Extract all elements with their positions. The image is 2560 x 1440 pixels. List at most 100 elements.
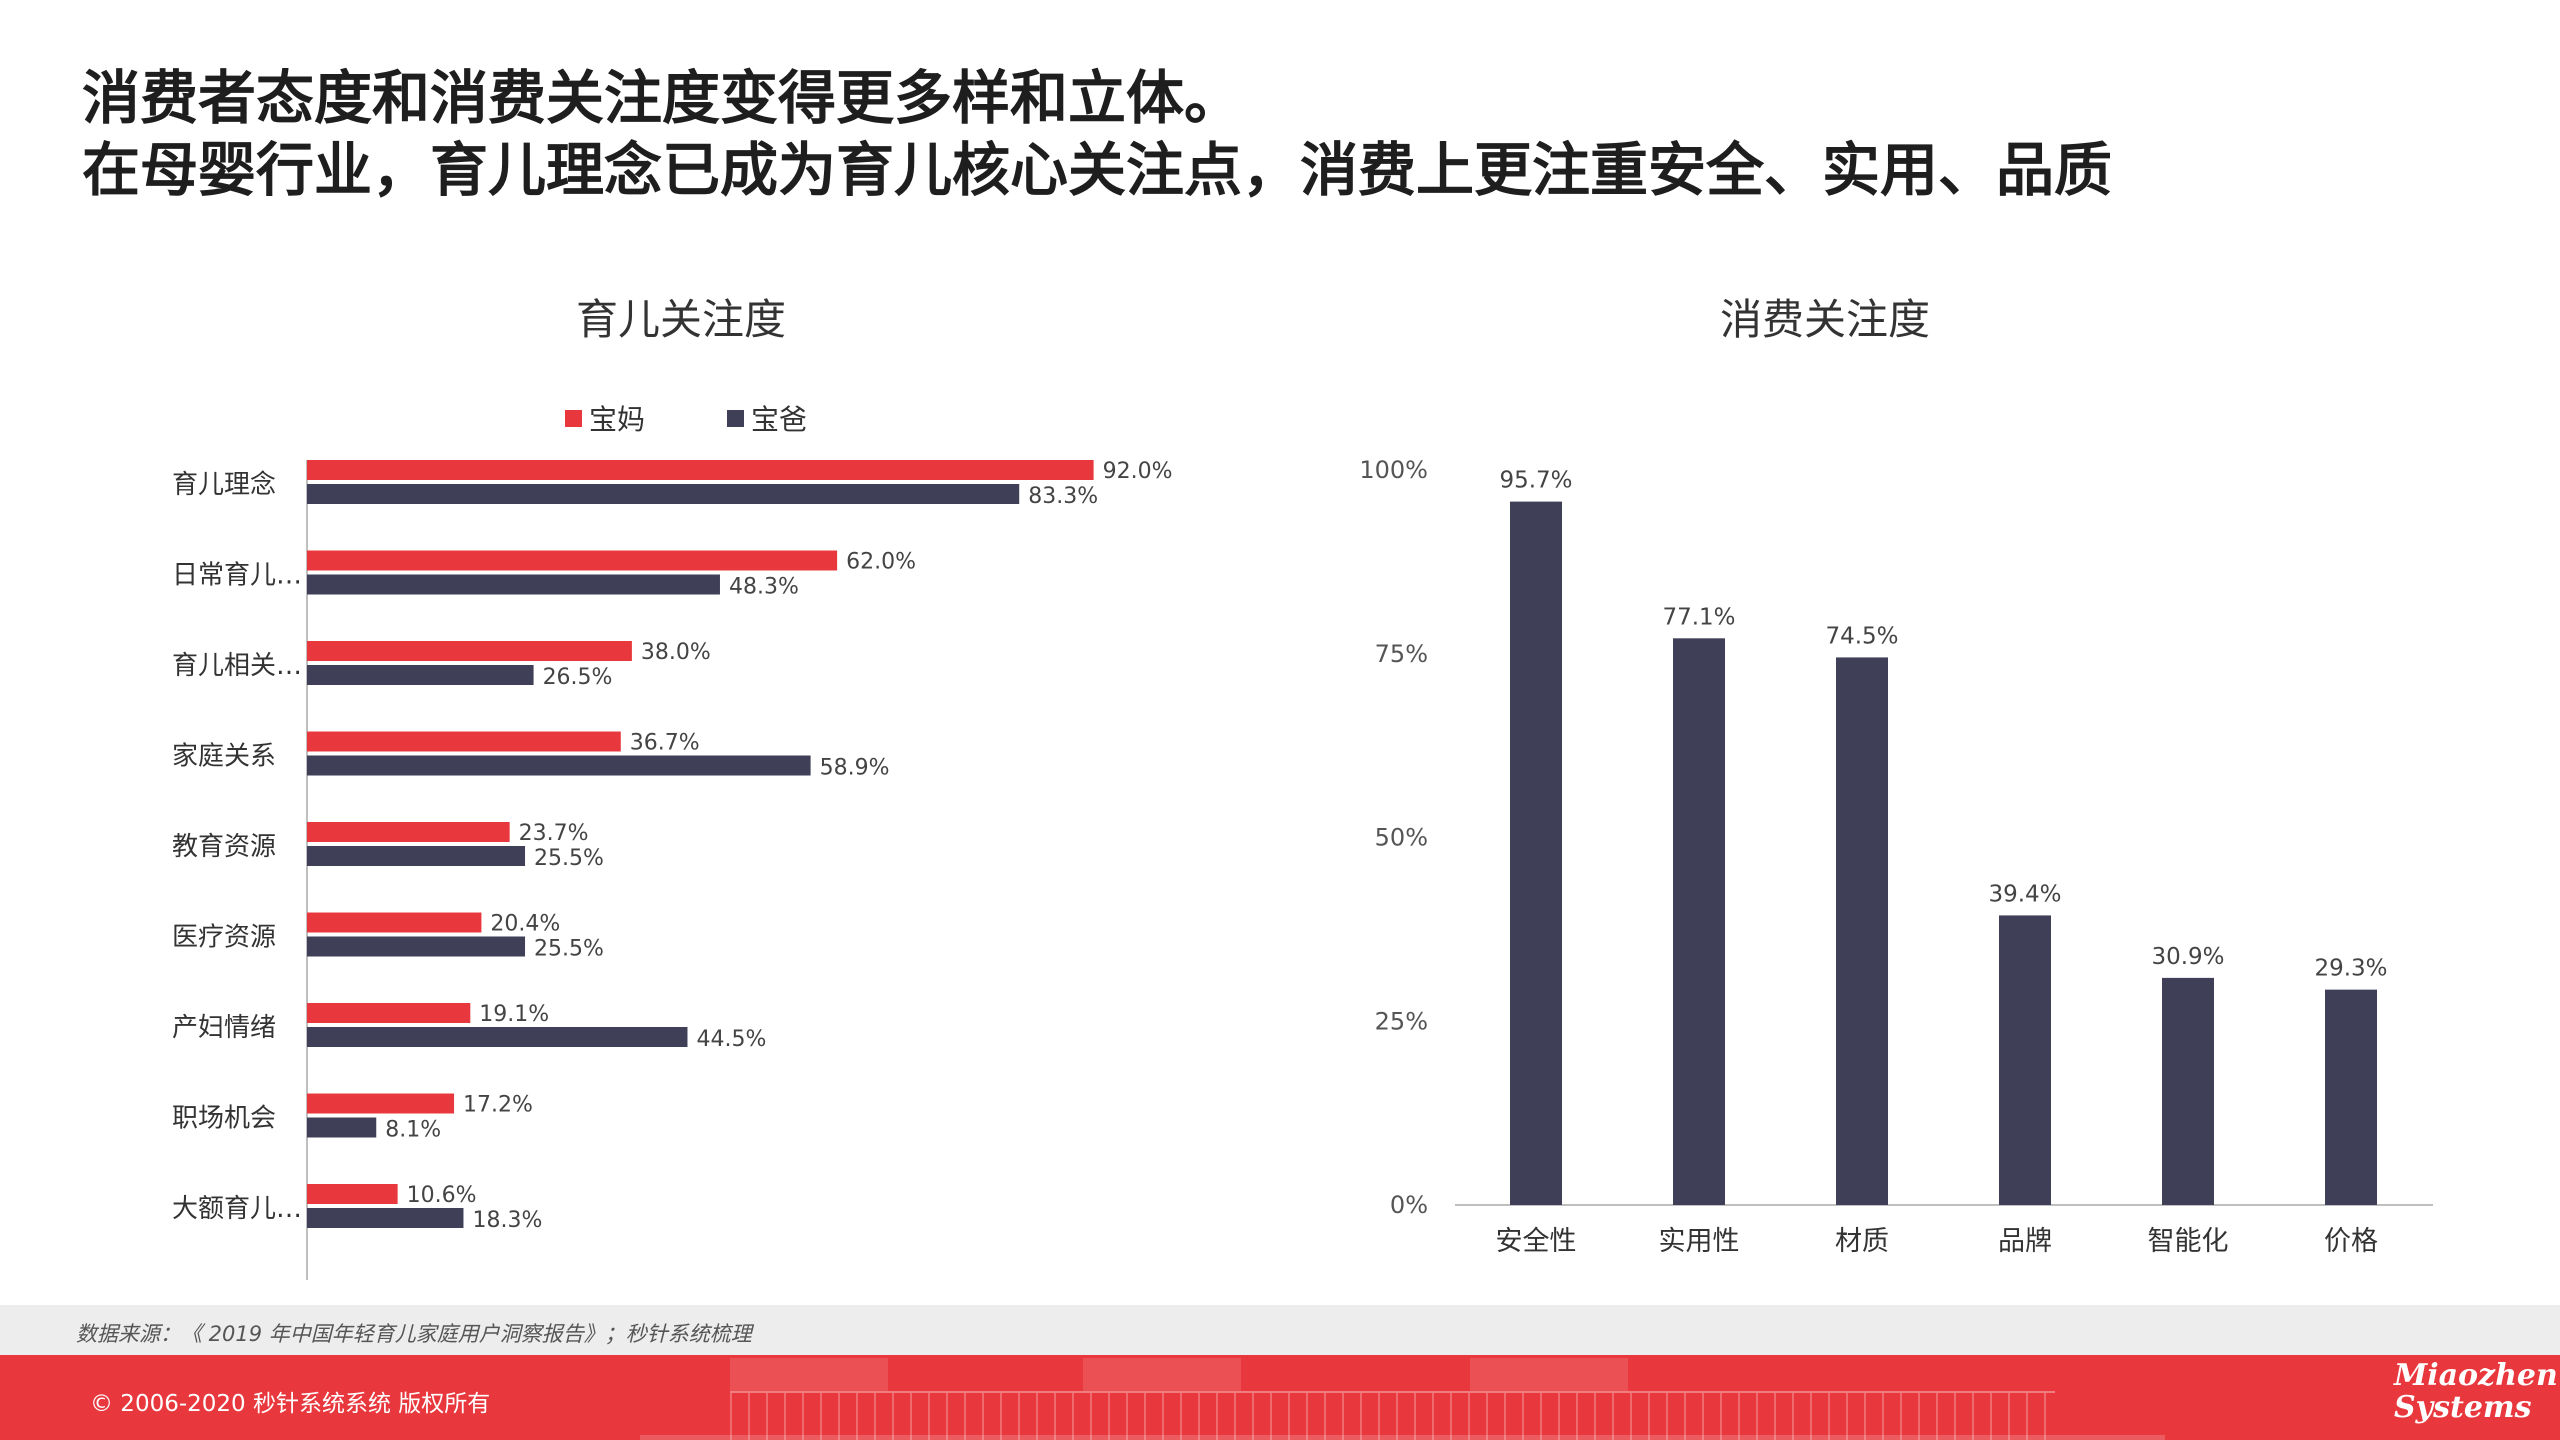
footer-deco-tick [766, 1393, 768, 1440]
footer-deco-tick [1234, 1393, 1236, 1440]
x-tick-label: 品牌 [1998, 1226, 2052, 1257]
data-label-dad: 25.5% [534, 846, 604, 871]
footer-deco-tick [1684, 1393, 1686, 1440]
category-label: 日常育儿… [172, 561, 302, 591]
legend-label-dad: 宝爸 [751, 403, 807, 436]
footer-deco-tick [2026, 1393, 2028, 1440]
bar-dad [307, 936, 526, 957]
footer-deco-tick [838, 1393, 840, 1440]
legend-swatch-mom [565, 410, 582, 427]
footer-deco-tick [1108, 1393, 1110, 1440]
footer-deco-tick [1090, 1393, 1092, 1440]
footer-deco-tick [1954, 1393, 1956, 1440]
bar-consumption [2325, 989, 2377, 1205]
bar-consumption [1836, 657, 1888, 1205]
footer-deco-block [1083, 1358, 1241, 1391]
footer-deco-tick [1594, 1393, 1596, 1440]
bar-mom [307, 1093, 455, 1114]
footer-deco-tick [1288, 1393, 1290, 1440]
category-label: 产妇情绪 [172, 1013, 276, 1043]
legend-swatch-dad [727, 410, 744, 427]
left-chart-title: 育儿关注度 [576, 295, 787, 344]
bar-dad [307, 1027, 688, 1047]
data-label: 74.5% [1825, 623, 1898, 649]
category-label: 职场机会 [172, 1104, 276, 1134]
footer-deco-tick [1198, 1393, 1200, 1440]
bar-dad [307, 1208, 464, 1228]
footer-deco-tick [1432, 1393, 1434, 1440]
bar-mom [307, 822, 510, 842]
bar-consumption [1673, 638, 1725, 1205]
data-label: 39.4% [1988, 881, 2061, 907]
footer-deco-tick [1810, 1393, 1812, 1440]
bar-mom [307, 912, 482, 933]
footer-deco-tick [1216, 1393, 1218, 1440]
footer-deco-tick [1270, 1393, 1272, 1440]
bar-mom [307, 731, 621, 752]
data-label-dad: 44.5% [696, 1027, 766, 1052]
bar-mom [307, 550, 838, 571]
footer-deco-tick [820, 1393, 822, 1440]
category-label: 医疗资源 [172, 923, 276, 953]
category-label: 育儿相关… [172, 651, 302, 681]
footer-deco-tick [1558, 1393, 1560, 1440]
data-label-dad: 18.3% [472, 1208, 542, 1233]
category-label: 育儿理念 [172, 470, 276, 500]
data-label-mom: 38.0% [641, 640, 711, 665]
data-label-dad: 25.5% [534, 937, 604, 962]
footer-deco-tick [1324, 1393, 1326, 1440]
y-tick-label: 50% [1375, 824, 1428, 852]
data-label-dad: 8.1% [385, 1118, 441, 1143]
footer-deco-tick [1306, 1393, 1308, 1440]
footer-deco-tick [1702, 1393, 1704, 1440]
x-tick-label: 材质 [1835, 1226, 1889, 1257]
footer-deco-tick [1576, 1393, 1578, 1440]
bar-consumption [2162, 977, 2214, 1205]
footer-deco-tick [1180, 1393, 1182, 1440]
copyright-text: © 2006-2020 秒针系统系统 版权所有 [90, 1391, 491, 1417]
footer-bar [0, 1355, 2560, 1440]
x-tick-label: 安全性 [1496, 1226, 1577, 1257]
category-label: 教育资源 [172, 832, 276, 862]
footer-deco-tick [1522, 1393, 1524, 1440]
footer-deco-tick [1918, 1393, 1920, 1440]
footer-deco-tick [1396, 1393, 1398, 1440]
bar-consumption [1999, 915, 2051, 1205]
y-tick-label: 100% [1359, 456, 1428, 484]
footer-deco-tick [1792, 1393, 1794, 1440]
data-label: 30.9% [2151, 944, 2224, 970]
footer-deco-tick [1666, 1393, 1668, 1440]
bar-dad [307, 755, 811, 776]
bar-mom [307, 641, 632, 661]
bar-consumption [1510, 501, 1562, 1206]
category-label: 家庭关系 [172, 742, 276, 772]
footer-deco-tick [1342, 1393, 1344, 1440]
footer-deco-tick [784, 1393, 786, 1440]
footer-deco-tick [1936, 1393, 1938, 1440]
data-label-dad: 83.3% [1028, 484, 1098, 509]
footer-deco-tick [1414, 1393, 1416, 1440]
footer-deco-tick [1738, 1393, 1740, 1440]
footer-deco-tick [1846, 1393, 1848, 1440]
y-tick-label: 25% [1375, 1007, 1428, 1035]
footer-deco-block [730, 1358, 888, 1391]
footer-deco-tick [1900, 1393, 1902, 1440]
brand-logo: Miaozhen Systems [2394, 1360, 2558, 1424]
headline-line-2: 在母婴行业，育儿理念已成为育儿核心关注点，消费上更注重安全、实用、品质 [82, 136, 2113, 204]
data-label-mom: 20.4% [490, 912, 560, 937]
footer-deco-tick [1072, 1393, 1074, 1440]
data-label-dad: 48.3% [729, 575, 799, 600]
footer-deco-tick [1144, 1393, 1146, 1440]
source-bar [0, 1305, 2560, 1355]
footer-deco-tick [1648, 1393, 1650, 1440]
data-label-mom: 62.0% [846, 550, 916, 575]
headline-line-1: 消费者态度和消费关注度变得更多样和立体。 [82, 64, 1243, 132]
bar-mom [307, 1003, 471, 1023]
data-label-mom: 92.0% [1103, 459, 1173, 484]
bar-mom [307, 1184, 398, 1204]
footer-deco-tick [1036, 1393, 1038, 1440]
data-source-note: 数据来源：《 2019 年中国年轻育儿家庭用户洞察报告》；秒针系统梳理 [76, 1322, 752, 1346]
footer-deco-tick [1774, 1393, 1776, 1440]
data-label-mom: 23.7% [519, 821, 589, 846]
